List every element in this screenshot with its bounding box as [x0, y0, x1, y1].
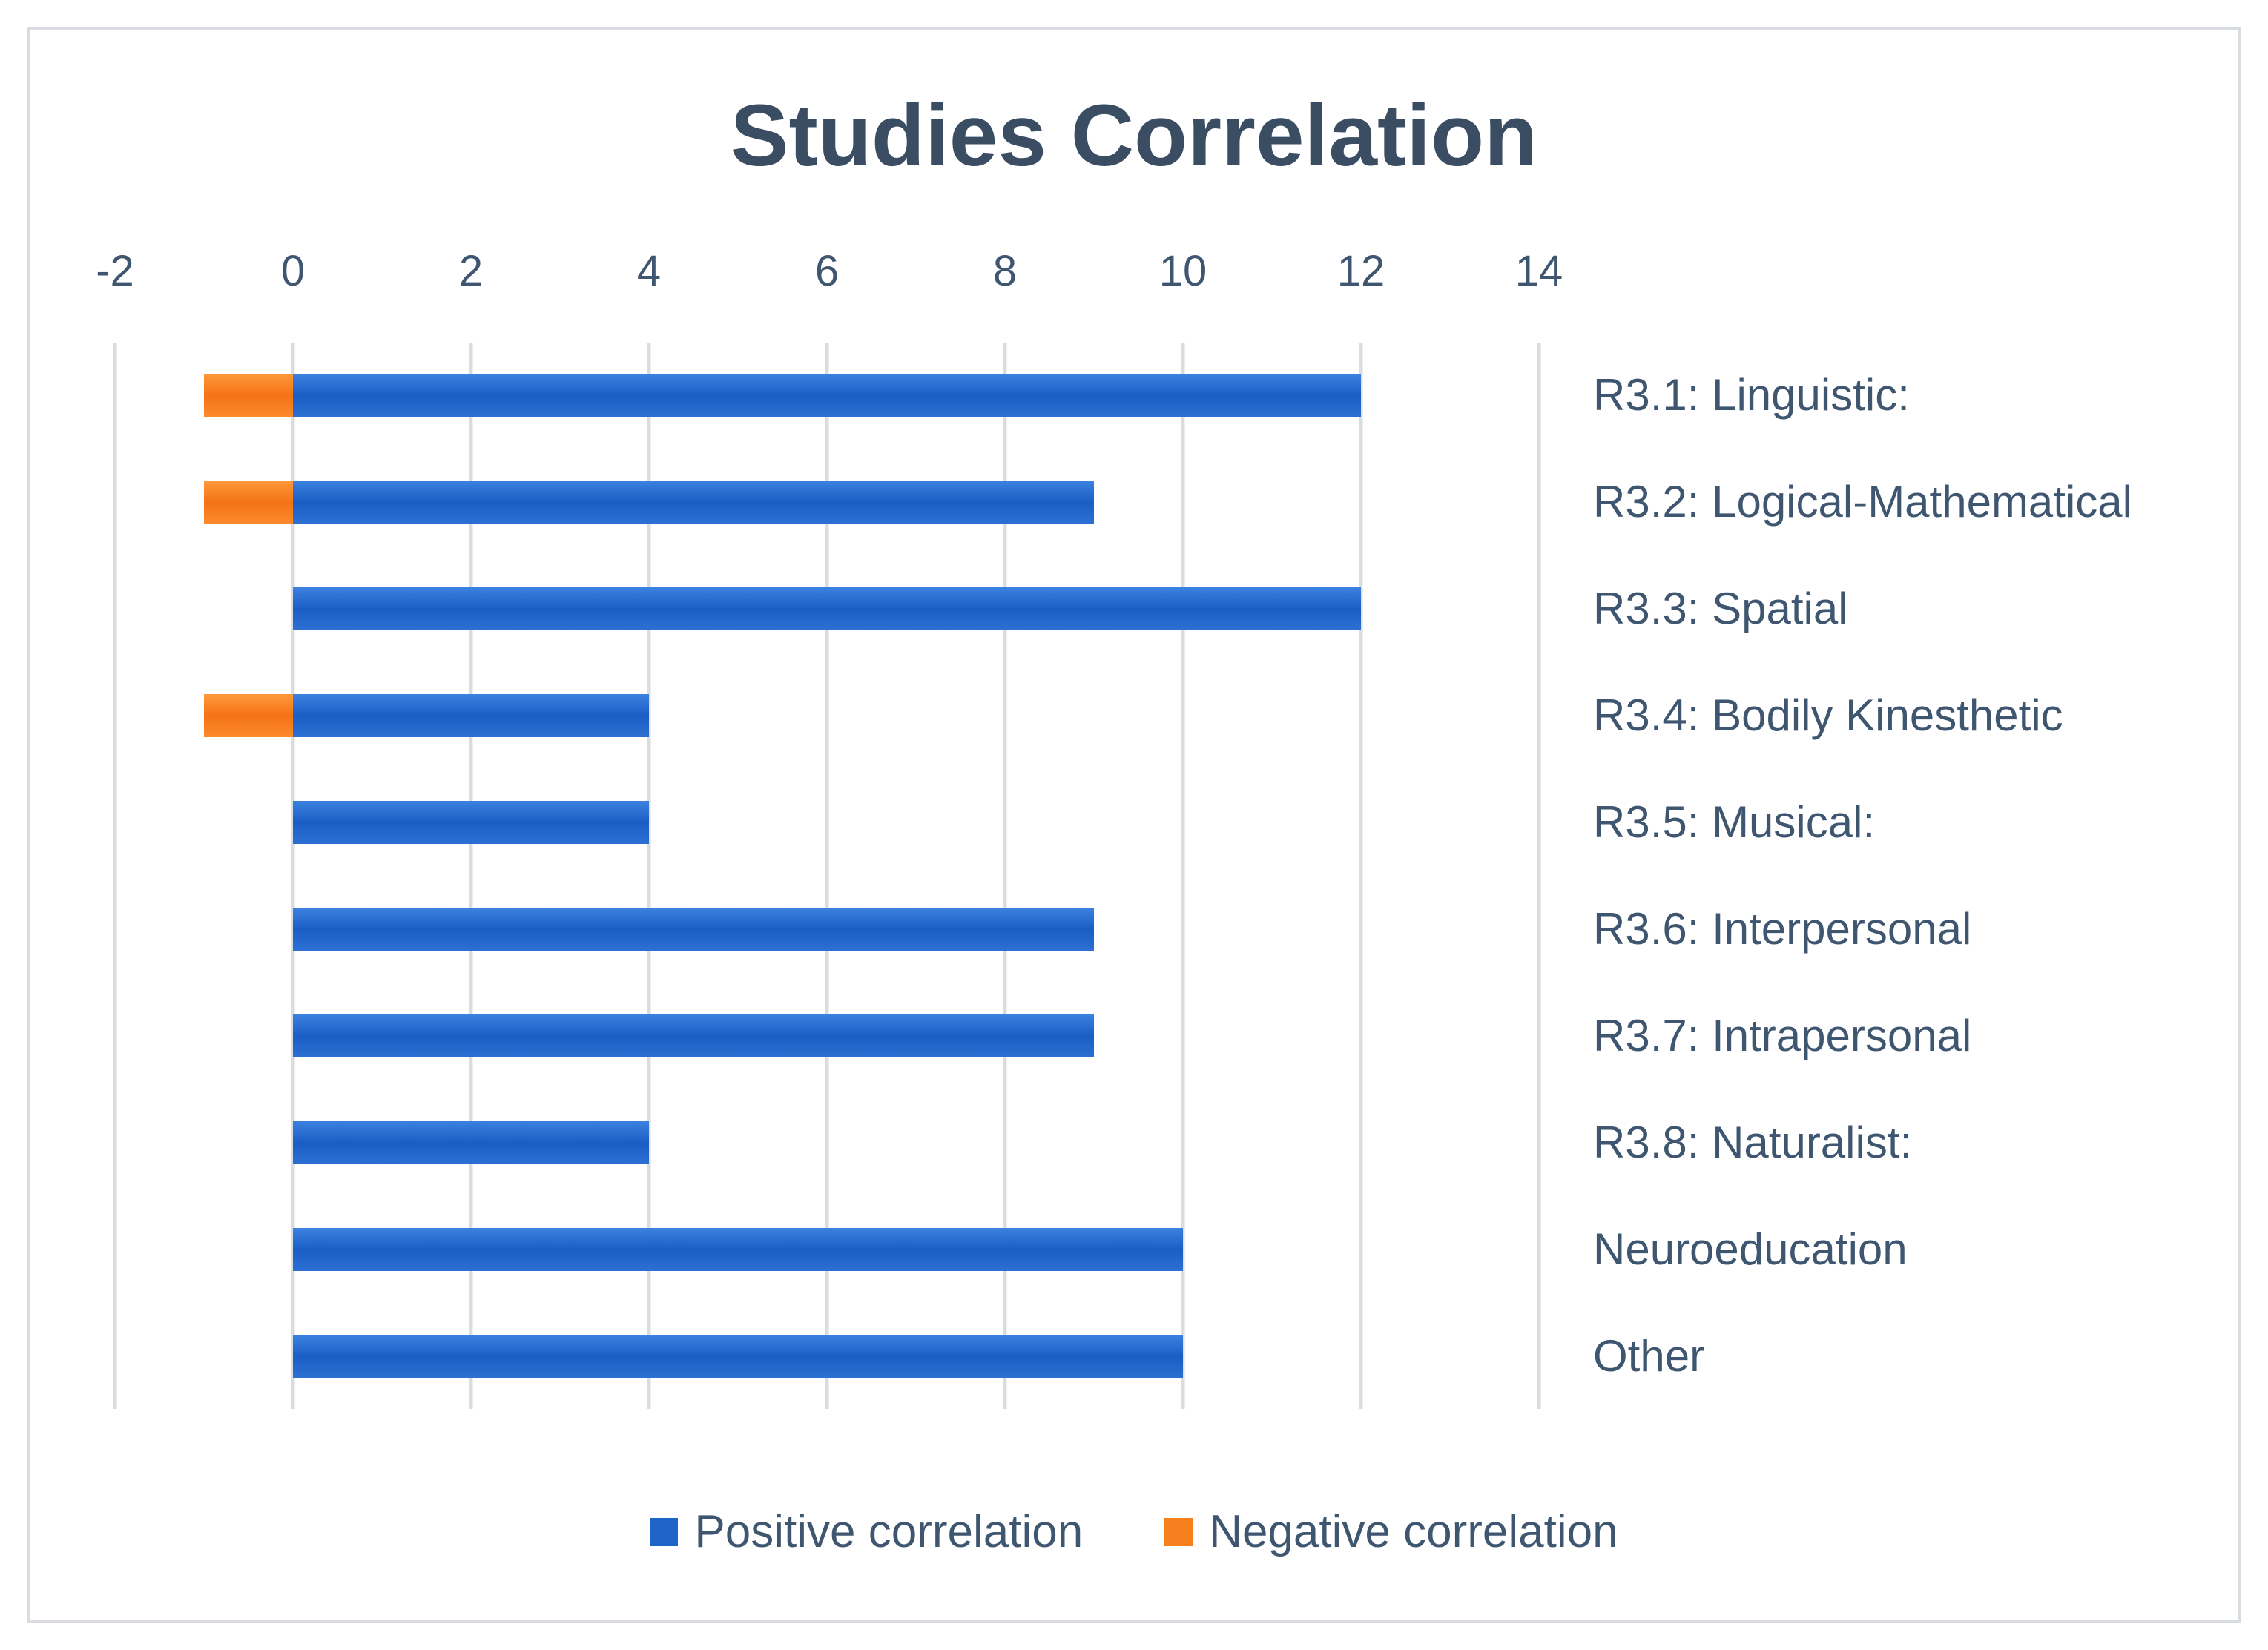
- category-label: R3.7: Intrapersonal: [1593, 1011, 1971, 1060]
- category-labels: R3.1: Linguistic: R3.2: Logical-Mathemati…: [1593, 370, 2132, 1381]
- x-tick-label: 10: [1159, 247, 1207, 295]
- legend-swatch-positive: [650, 1517, 679, 1546]
- bar-positive-3: [293, 694, 649, 737]
- category-label: R3.2: Logical-Mathematical: [1593, 477, 2132, 527]
- category-label: R3.6: Interpersonal: [1593, 904, 1971, 954]
- x-tick-label: 8: [993, 247, 1017, 295]
- chart-title: Studies Correlation: [730, 87, 1538, 185]
- x-tick-label: 2: [459, 247, 483, 295]
- bar-negative-0: [204, 374, 293, 417]
- legend-swatch-negative: [1164, 1517, 1193, 1546]
- bar-positive-1: [293, 481, 1094, 524]
- legend-label-negative: Negative correlation: [1209, 1506, 1618, 1557]
- bar-positive-5: [293, 908, 1094, 951]
- legend: Positive correlation Negative correlatio…: [0, 1505, 2268, 1558]
- x-tick-label: 12: [1337, 247, 1385, 295]
- legend-label-positive: Positive correlation: [694, 1506, 1084, 1557]
- bar-positive-8: [293, 1228, 1183, 1271]
- category-label: Neuroeducation: [1593, 1224, 1908, 1274]
- category-label: R3.5: Musical:: [1593, 797, 1875, 847]
- category-label: Other: [1593, 1331, 1704, 1381]
- bar-positive-0: [293, 374, 1361, 417]
- category-label: R3.8: Naturalist:: [1593, 1118, 1912, 1167]
- bars: [204, 374, 1361, 1378]
- bar-positive-7: [293, 1121, 649, 1164]
- x-tick-label: 14: [1515, 247, 1563, 295]
- bar-positive-9: [293, 1335, 1183, 1378]
- legend-entry-positive: Positive correlation: [650, 1505, 1083, 1558]
- bar-negative-1: [204, 481, 293, 524]
- bar-negative-3: [204, 694, 293, 737]
- category-label: R3.1: Linguistic:: [1593, 370, 1910, 420]
- x-tick-label: 6: [815, 247, 839, 295]
- legend-entry-negative: Negative correlation: [1164, 1505, 1618, 1558]
- x-tick-label: 0: [281, 247, 305, 295]
- bar-positive-2: [293, 587, 1361, 630]
- bar-positive-4: [293, 801, 649, 844]
- x-tick-label: -2: [96, 247, 134, 295]
- x-tick-label: 4: [637, 247, 661, 295]
- bar-positive-6: [293, 1014, 1094, 1057]
- x-axis-ticks: -2 0 2 4 6 8 10 12 14: [96, 247, 1563, 295]
- category-label: R3.3: Spatial: [1593, 584, 1848, 633]
- category-label: R3.4: Bodily Kinesthetic: [1593, 690, 2063, 740]
